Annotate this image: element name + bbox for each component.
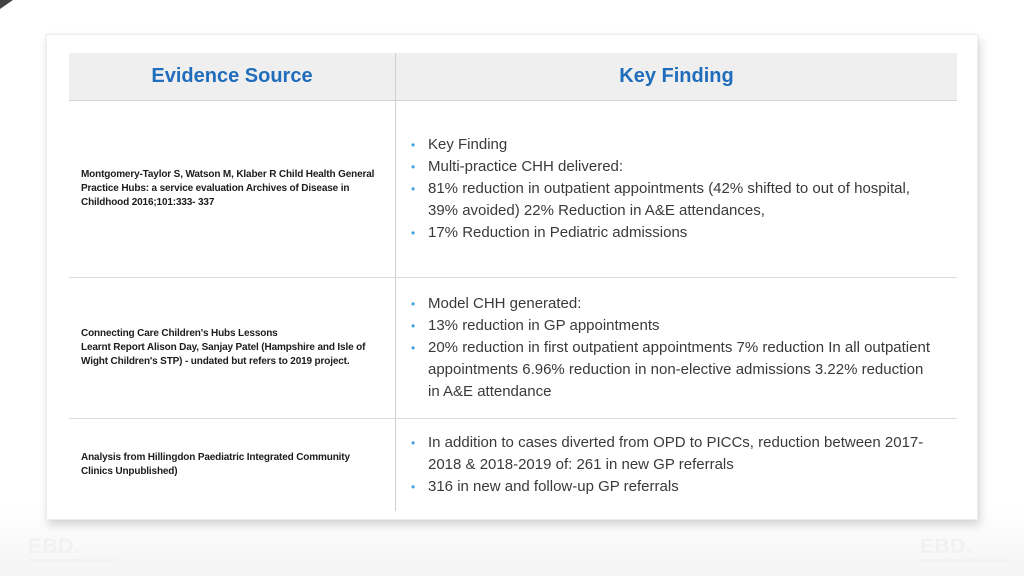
table-row: Montgomery-Taylor S, Watson M, Klaber R … (69, 101, 957, 278)
source-text: Montgomery-Taylor S, Watson M, Klaber R … (81, 169, 375, 208)
table-header-row: Evidence Source Key Finding (69, 53, 957, 101)
finding-item: • In addition to cases diverted from OPD… (410, 432, 932, 476)
finding-text: 20% reduction in first outpatient appoin… (428, 339, 930, 400)
watermark-tagline-bar (28, 559, 116, 562)
source-text: Learnt Report Alison Day, Sanjay Patel (… (81, 342, 366, 367)
table-row: Connecting Care Children's Hubs Lessons … (69, 278, 957, 419)
finding-text: Multi-practice CHH delivered: (428, 158, 624, 175)
table-row: Analysis from Hillingdon Paediatric Inte… (69, 419, 957, 511)
finding-item: • Model CHH generated: (410, 293, 932, 315)
bullet-icon: • (411, 182, 416, 196)
source-text: Analysis from Hillingdon Paediatric Inte… (81, 452, 350, 477)
watermark-logo: EBD. (28, 535, 116, 562)
photo-corner-artifact (0, 0, 13, 9)
header-key-finding: Key Finding (619, 65, 734, 87)
evidence-table: Evidence Source Key Finding Montgomery-T… (69, 53, 957, 511)
evidence-source-cell: Montgomery-Taylor S, Watson M, Klaber R … (69, 101, 396, 277)
bullet-icon: • (411, 226, 416, 240)
source-text: Connecting Care Children's Hubs Lessons (81, 328, 278, 339)
header-evidence-source: Evidence Source (69, 53, 396, 100)
bullet-icon: • (411, 138, 416, 152)
finding-text: 13% reduction in GP appointments (428, 317, 660, 334)
finding-item: • 20% reduction in first outpatient appo… (410, 337, 932, 403)
evidence-source-cell: Connecting Care Children's Hubs Lessons … (69, 278, 396, 418)
slide-card: Evidence Source Key Finding Montgomery-T… (46, 34, 978, 520)
evidence-source-cell: Analysis from Hillingdon Paediatric Inte… (69, 419, 396, 511)
finding-text: Key Finding (428, 136, 508, 153)
key-finding-cell: • Model CHH generated: • 13% reduction i… (396, 278, 957, 418)
findings-list: • Model CHH generated: • 13% reduction i… (410, 293, 932, 403)
bullet-icon: • (411, 436, 416, 450)
finding-item: • 81% reduction in outpatient appointmen… (410, 178, 932, 222)
finding-text: 81% reduction in outpatient appointments… (428, 180, 910, 219)
bullet-icon: • (411, 480, 416, 494)
finding-item: • 17% Reduction in Pediatric admissions (410, 222, 932, 244)
watermark-text: EBD. (28, 535, 81, 558)
finding-item: • 13% reduction in GP appointments (410, 315, 932, 337)
watermark-logo: EBD. (920, 535, 1008, 562)
findings-list: • In addition to cases diverted from OPD… (410, 432, 932, 498)
watermark-tagline-bar (920, 559, 1008, 562)
bullet-icon: • (411, 297, 416, 311)
finding-text: 316 in new and follow-up GP referrals (428, 478, 679, 495)
watermark-text: EBD. (920, 535, 973, 558)
finding-text: Model CHH generated: (428, 295, 582, 312)
finding-text: In addition to cases diverted from OPD t… (428, 434, 924, 473)
bullet-icon: • (411, 160, 416, 174)
findings-list: • Key Finding • Multi-practice CHH deliv… (410, 134, 932, 244)
key-finding-cell: • In addition to cases diverted from OPD… (396, 419, 957, 511)
bullet-icon: • (411, 341, 416, 355)
bullet-icon: • (411, 319, 416, 333)
finding-item: • Key Finding (410, 134, 932, 156)
finding-item: • Multi-practice CHH delivered: (410, 156, 932, 178)
key-finding-cell: • Key Finding • Multi-practice CHH deliv… (396, 101, 957, 277)
finding-item: • 316 in new and follow-up GP referrals (410, 476, 932, 498)
finding-text: 17% Reduction in Pediatric admissions (428, 224, 688, 241)
